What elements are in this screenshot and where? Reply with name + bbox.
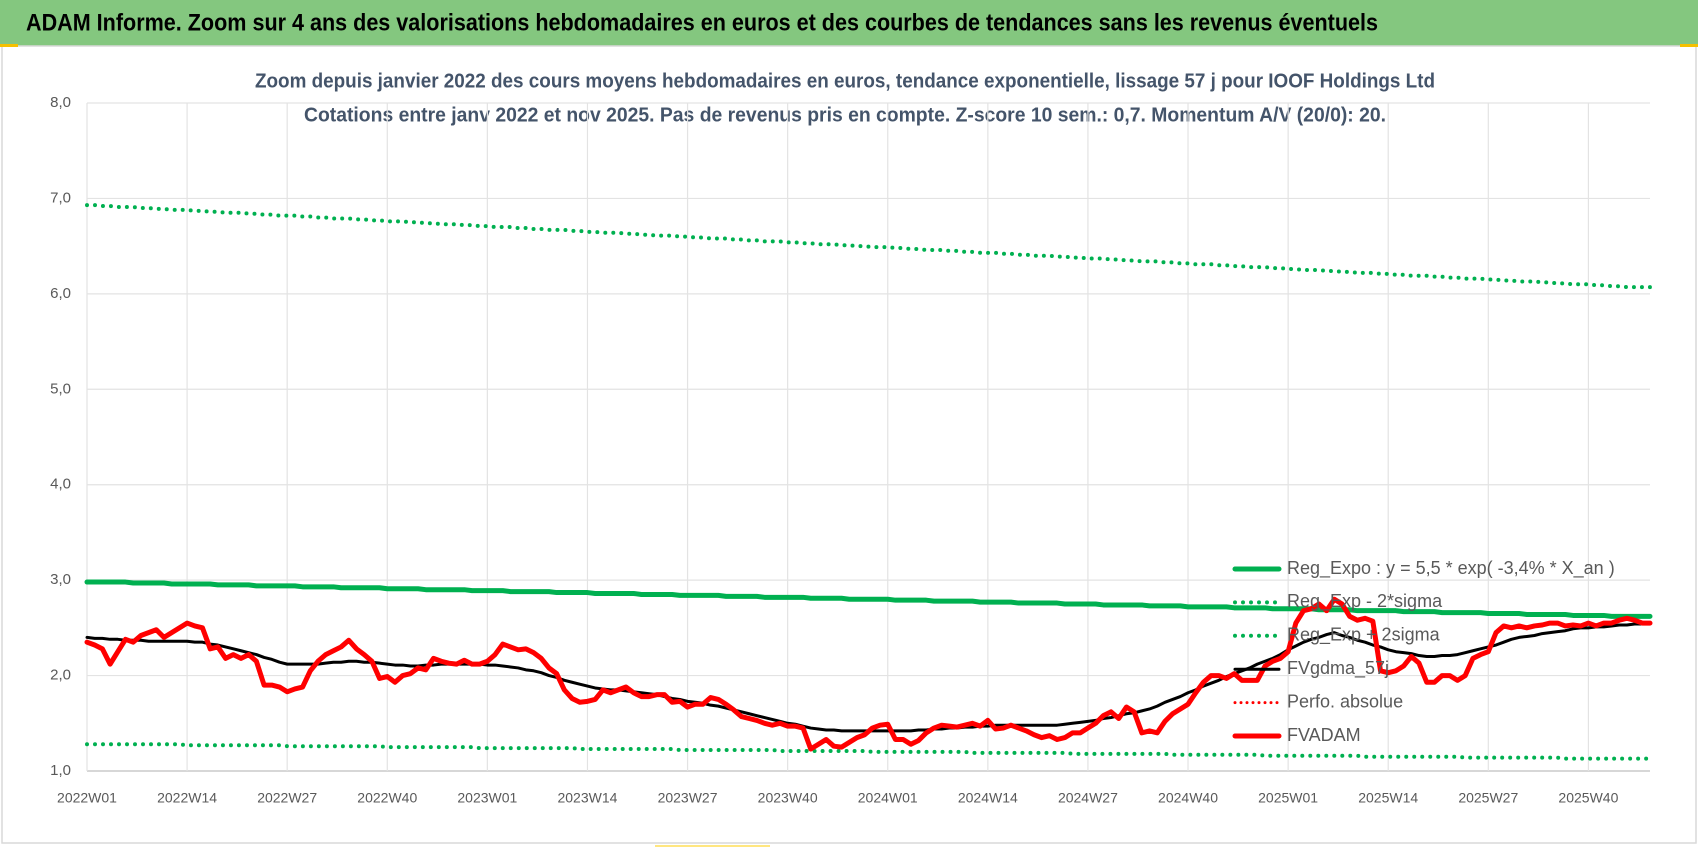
series-line <box>85 203 1652 290</box>
y-tick-label: 1,0 <box>50 762 71 779</box>
x-tick-label: 2024W27 <box>1058 790 1118 806</box>
x-tick-label: 2024W01 <box>858 790 918 806</box>
series-line <box>84 596 1653 752</box>
corner-mark <box>1680 44 1698 47</box>
legend-label: FVgdma_57j <box>1287 658 1389 679</box>
y-tick-label: 2,0 <box>50 667 71 684</box>
y-tick-label: 3,0 <box>50 571 71 588</box>
y-tick-label: 7,0 <box>50 189 71 206</box>
x-tick-label: 2023W01 <box>457 790 517 806</box>
x-tick-label: 2025W27 <box>1458 790 1518 806</box>
y-tick-label: 5,0 <box>50 380 71 397</box>
x-tick-label: 2025W14 <box>1358 790 1418 806</box>
series-line <box>85 742 1652 761</box>
grid: 1,0 2,0 3,0 4,0 5,0 6,0 7,0 8,0 2022W01 2022W14 20… <box>50 94 1650 806</box>
legend-label: Perfo. absolue <box>1287 691 1403 711</box>
series-line <box>84 579 1653 619</box>
x-tick-label: 2022W40 <box>357 790 417 806</box>
legend-label: Reg_Exp - 2*sigma <box>1287 591 1443 612</box>
x-tick-label: 2025W01 <box>1258 790 1318 806</box>
corner-mark <box>0 44 18 47</box>
plot <box>84 203 1653 761</box>
legend: Reg_Expo : y = 5,5 * exp( -3,4% * X_an )… <box>1232 558 1615 745</box>
legend-label: FVADAM <box>1287 725 1361 745</box>
x-tick-label: 2023W40 <box>758 790 818 806</box>
y-tick-label: 8,0 <box>50 94 71 111</box>
chart-frame <box>1 45 1697 844</box>
x-tick-label: 2025W40 <box>1558 790 1618 806</box>
bottom-mark <box>655 845 770 847</box>
x-tick-label: 2022W27 <box>257 790 317 806</box>
legend-label: Reg_Exp + 2sigma <box>1287 625 1441 646</box>
x-tick-label: 2023W27 <box>658 790 718 806</box>
banner-background <box>0 0 1698 46</box>
y-tick-label: 6,0 <box>50 285 71 302</box>
x-tick-label: 2023W14 <box>557 790 617 806</box>
x-tick-label: 2022W01 <box>57 790 117 806</box>
x-tick-label: 2022W14 <box>157 790 217 806</box>
legend-label: Reg_Expo : y = 5,5 * exp( -3,4% * X_an ) <box>1287 558 1615 579</box>
x-tick-label: 2024W14 <box>958 790 1018 806</box>
chart-subtitle: Cotations entre janv 2022 et nov 2025. P… <box>304 104 1386 126</box>
x-tick-label: 2024W40 <box>1158 790 1218 806</box>
chart-title: Zoom depuis janvier 2022 des cours moyen… <box>255 70 1435 92</box>
y-tick-label: 4,0 <box>50 476 71 493</box>
banner-title: ADAM Informe. Zoom sur 4 ans des valoris… <box>26 9 1378 36</box>
